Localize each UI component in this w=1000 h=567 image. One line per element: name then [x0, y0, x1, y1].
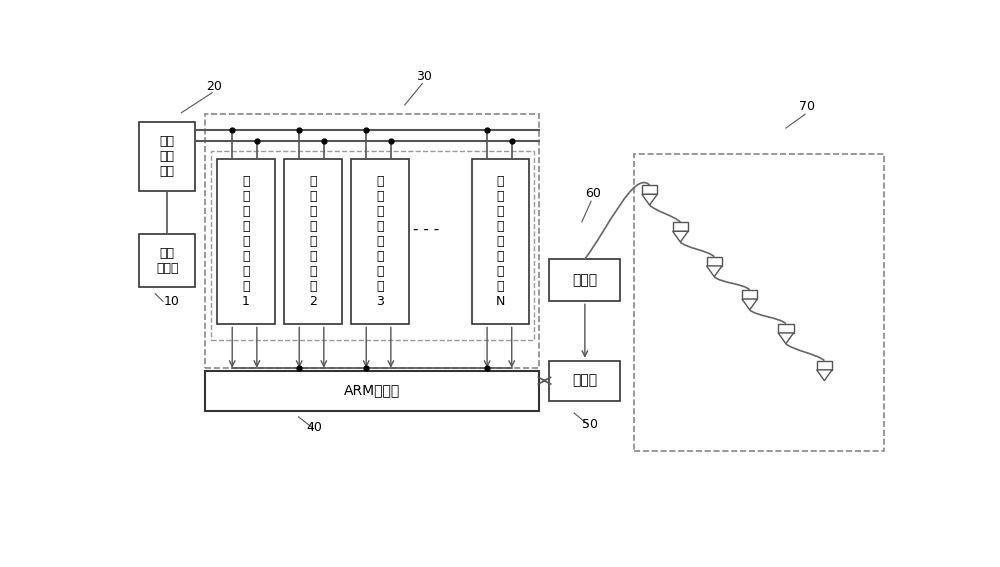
Text: ARM处理器: ARM处理器	[344, 384, 400, 397]
Polygon shape	[817, 370, 832, 380]
Bar	[549, 361, 620, 401]
Text: 50: 50	[582, 418, 598, 431]
Bar	[139, 122, 195, 191]
Text: 70: 70	[799, 100, 815, 113]
Text: 单
通
道
电
火
花
震
源
2: 单 通 道 电 火 花 震 源 2	[309, 175, 317, 308]
Polygon shape	[673, 231, 688, 242]
Text: 柴油
发电机: 柴油 发电机	[156, 247, 178, 274]
Text: 60: 60	[585, 188, 601, 200]
Bar	[139, 234, 195, 287]
Polygon shape	[742, 299, 757, 310]
Bar	[642, 185, 657, 194]
Bar	[707, 257, 722, 266]
Bar	[778, 324, 794, 333]
Text: 单
通
道
电
火
花
震
源
3: 单 通 道 电 火 花 震 源 3	[376, 175, 384, 308]
Bar	[673, 222, 688, 231]
Bar	[634, 154, 884, 451]
Polygon shape	[778, 333, 794, 344]
Bar	[742, 290, 757, 299]
Text: 高压
充电
电源: 高压 充电 电源	[160, 135, 175, 178]
Bar	[284, 159, 342, 324]
Polygon shape	[642, 194, 657, 205]
Bar	[817, 361, 832, 370]
Text: - - -: - - -	[413, 222, 439, 236]
Bar	[205, 114, 539, 369]
Text: 交叉站: 交叉站	[572, 273, 597, 287]
Text: 20: 20	[206, 79, 222, 92]
Text: 单
通
道
电
火
花
震
源
1: 单 通 道 电 火 花 震 源 1	[242, 175, 250, 308]
Bar	[211, 151, 534, 340]
Bar	[549, 259, 620, 301]
Bar	[472, 159, 529, 324]
Text: 40: 40	[306, 421, 322, 434]
Text: 30: 30	[416, 70, 432, 83]
Bar	[217, 159, 275, 324]
Bar	[205, 371, 539, 411]
Bar	[351, 159, 409, 324]
Text: 单
通
道
电
火
花
震
源
N: 单 通 道 电 火 花 震 源 N	[496, 175, 505, 308]
Text: 上位机: 上位机	[572, 374, 597, 388]
Text: 10: 10	[164, 295, 180, 308]
Polygon shape	[707, 266, 722, 277]
